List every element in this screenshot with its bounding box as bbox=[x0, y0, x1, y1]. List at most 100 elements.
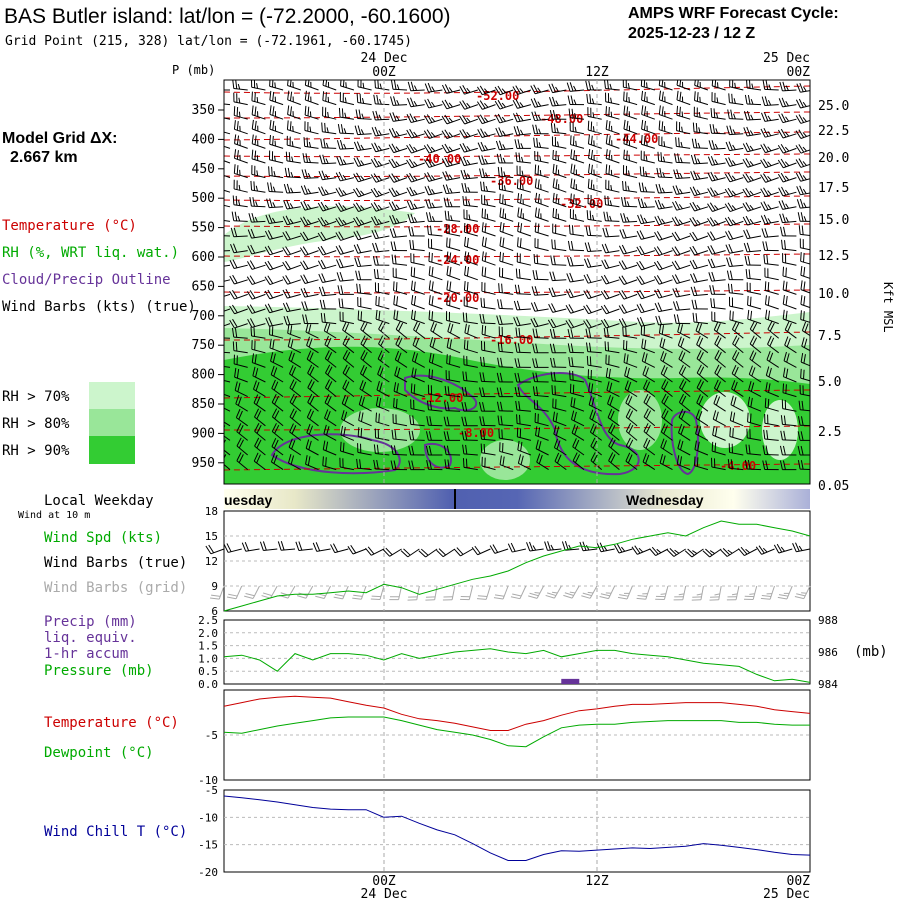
legend-rh80-label: RH > 80% bbox=[2, 416, 70, 432]
wind-barb bbox=[535, 338, 549, 339]
wind-barb bbox=[340, 133, 354, 134]
station-title: BAS Butler island: lat/lon = (-72.2000, … bbox=[4, 5, 451, 28]
precip-bar bbox=[561, 679, 579, 684]
wind-barb bbox=[747, 104, 761, 105]
weekday-label: Local Weekday bbox=[44, 493, 154, 509]
wind-barb bbox=[358, 119, 372, 120]
legend-rh70-label: RH > 70% bbox=[2, 389, 70, 405]
pressure-tick-label: 650 bbox=[192, 279, 215, 294]
wind-barb bbox=[729, 119, 743, 120]
precip-bars bbox=[561, 679, 579, 684]
rh70-pocket-2 bbox=[700, 392, 750, 448]
legend-wind: Wind Barbs (kts) (true) bbox=[2, 299, 196, 315]
axis-tick-label: -15 bbox=[198, 839, 218, 852]
height-tick-label: 25.0 bbox=[818, 99, 849, 114]
windchill-label: Wind Chill T (°C) bbox=[44, 824, 187, 840]
wind-barb bbox=[605, 221, 619, 222]
time-date-label: 24 Dec bbox=[361, 887, 408, 900]
wind-barb bbox=[765, 454, 779, 455]
wind-true-label: Wind Barbs (true) bbox=[44, 555, 187, 571]
gridpoint-label: Grid Point (215, 328) lat/lon = (-72.196… bbox=[5, 34, 412, 49]
axis-tick-label: -5 bbox=[205, 729, 218, 742]
pressure-tick-label: 800 bbox=[192, 368, 215, 383]
pressure-tick-label: 700 bbox=[192, 309, 215, 324]
wind-barb bbox=[251, 206, 265, 207]
time-hour-label: 12Z bbox=[585, 874, 609, 889]
wind-barb bbox=[535, 279, 549, 280]
pressure-tick-label: 350 bbox=[192, 103, 215, 118]
wind-barb bbox=[747, 469, 761, 470]
precip-tick-label: 2.0 bbox=[198, 627, 218, 640]
time-hour-label: 12Z bbox=[585, 65, 609, 80]
wind-barb bbox=[375, 104, 389, 105]
cycle-label: AMPS WRF Forecast Cycle: bbox=[628, 5, 839, 22]
rh70-pocket-1 bbox=[618, 390, 662, 450]
pressure-tick-label: 500 bbox=[192, 191, 215, 206]
legend-rh80-swatch bbox=[89, 409, 135, 436]
pressure-tick-label: 450 bbox=[192, 162, 215, 177]
wind-barb bbox=[800, 425, 814, 426]
pressure-tick-label: 550 bbox=[192, 221, 215, 236]
wind-height-label: Wind at 10 m bbox=[18, 510, 90, 521]
weekday-bar bbox=[224, 489, 810, 509]
height-tick-label: 2.5 bbox=[818, 425, 841, 440]
axis-tick-label: -5 bbox=[205, 784, 218, 797]
height-axis-label: Kft MSL bbox=[881, 282, 895, 333]
precip-tick-label: 1.5 bbox=[198, 640, 218, 653]
rh80-pocket-1 bbox=[340, 408, 420, 452]
temp-label: -28.00 bbox=[436, 222, 479, 236]
wind-barb bbox=[517, 294, 531, 295]
axis-tick-label: 18 bbox=[205, 505, 218, 518]
pressure-tick-label: 988 bbox=[818, 614, 838, 627]
wind-barb bbox=[305, 162, 319, 163]
wind-barb bbox=[499, 308, 513, 309]
wind-barb bbox=[570, 250, 584, 251]
wind-barb bbox=[428, 425, 442, 426]
time-hour-label: 00Z bbox=[787, 65, 811, 80]
model-grid-label: Model Grid ΔX: bbox=[2, 130, 118, 147]
wind-barb bbox=[375, 469, 389, 470]
wind-barb bbox=[694, 148, 708, 149]
pressure-tick-label: 984 bbox=[818, 678, 838, 691]
time-date-label: 25 Dec bbox=[763, 887, 810, 900]
pressure-tick-label: 400 bbox=[192, 132, 215, 147]
wind-barb bbox=[482, 381, 496, 382]
time-hour-label: 00Z bbox=[372, 65, 396, 80]
time-date-label: 25 Dec bbox=[763, 51, 810, 66]
top-time-axis: 24 Dec 00Z 12Z 25 Dec 00Z bbox=[361, 51, 811, 80]
weekday-right: Wednesday bbox=[626, 492, 704, 508]
wind-barb bbox=[517, 352, 531, 353]
wind-barb bbox=[234, 221, 248, 222]
precip-tick-label: 0.5 bbox=[198, 665, 218, 678]
axis-tick-label: 15 bbox=[205, 530, 218, 543]
wind-barb bbox=[641, 192, 655, 193]
wind-barb bbox=[765, 89, 779, 90]
height-tick-label: 22.5 bbox=[818, 124, 849, 139]
height-tick-label: 7.5 bbox=[818, 329, 841, 344]
wind-barb bbox=[322, 148, 336, 149]
pressure-label: Pressure (mb) bbox=[44, 663, 154, 679]
axis-tick-label: -10 bbox=[198, 811, 218, 824]
axis-tick-label: -20 bbox=[198, 866, 218, 879]
temp-label: -16.00 bbox=[490, 333, 533, 347]
wind-barb bbox=[464, 396, 478, 397]
wind-barb bbox=[393, 89, 407, 90]
height-axis: 25.022.520.017.515.012.510.07.55.02.50.0… bbox=[818, 99, 849, 494]
precip-label-2: liq. equiv. bbox=[44, 630, 137, 646]
wind-barb bbox=[623, 206, 637, 207]
cross-section-panel: -52.00 -48.00 -44.00 -40.00 -36.00 -32.0… bbox=[212, 76, 814, 484]
precip-label: Precip (mm) bbox=[44, 614, 137, 630]
wind-barb bbox=[216, 235, 230, 236]
precip-tick-label: 1.0 bbox=[198, 652, 218, 665]
bottom-time-axis: 00Z 24 Dec 12Z 00Z 25 Dec bbox=[361, 874, 811, 900]
height-tick-label: 15.0 bbox=[818, 213, 849, 228]
wind-barb bbox=[782, 440, 796, 441]
legend-cloud: Cloud/Precip Outline bbox=[2, 272, 171, 288]
weekday-left: uesday bbox=[224, 492, 272, 508]
wind-barb bbox=[659, 177, 673, 178]
precip-tick-label: 2.5 bbox=[198, 614, 218, 627]
pressure-unit-label: (mb) bbox=[854, 644, 888, 660]
wind-barb bbox=[552, 265, 566, 266]
legend-rh90-swatch bbox=[89, 436, 135, 464]
